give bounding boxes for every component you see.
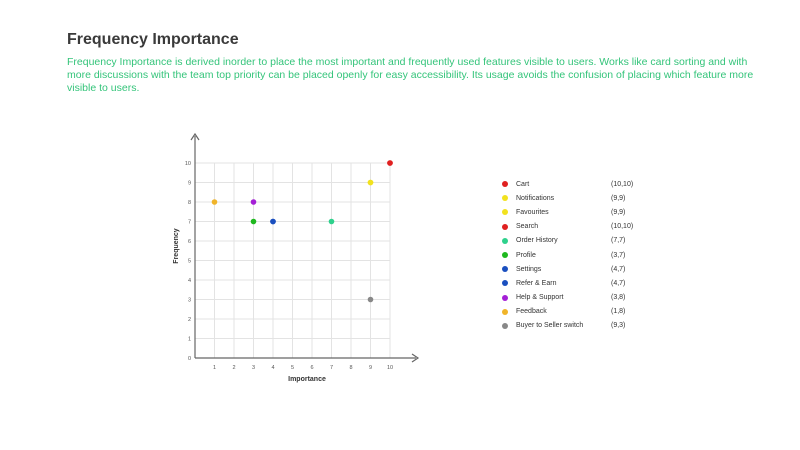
legend-coordinates: (10,10)	[611, 223, 634, 231]
legend-marker-icon	[502, 252, 508, 259]
chart-legend: Cart (10,10) Notifications (9,9) Favourites (…	[498, 177, 633, 333]
legend-label: Help & Support	[516, 294, 564, 302]
legend-label: Buyer to Seller switch	[516, 322, 584, 330]
legend-marker-icon	[502, 308, 508, 315]
data-point	[367, 296, 374, 303]
data-point	[270, 218, 276, 225]
y-tick-label: 7	[188, 220, 191, 226]
legend-item: Settings (4,7)	[498, 262, 633, 276]
legend-label: Refer & Earn	[516, 279, 557, 287]
legend-marker-icon	[502, 294, 508, 301]
legend-label: Feedback	[516, 308, 547, 316]
x-tick-label: 1	[213, 365, 216, 371]
legend-coordinates: (9,3)	[611, 322, 626, 330]
legend-marker-icon	[502, 280, 508, 287]
legend-label: Notifications	[516, 194, 555, 202]
x-axis-arrow-icon	[411, 353, 420, 363]
legend-label: Search	[516, 223, 539, 231]
x-tick-label: 6	[310, 365, 313, 371]
legend-coordinates: (7,7)	[611, 237, 626, 245]
page-description: Frequency Importance is derived inorder …	[67, 56, 754, 94]
y-axis-arrow-icon	[190, 132, 200, 141]
legend-label: Favourites	[516, 208, 549, 216]
legend-item: Notifications (9,9)	[498, 191, 633, 205]
legend-label: Profile	[516, 251, 536, 259]
x-tick-label: 7	[330, 365, 333, 371]
legend-item: Favourites (9,9)	[498, 205, 633, 219]
legend-label: Order History	[516, 237, 558, 245]
legend-coordinates: (9,9)	[611, 194, 626, 202]
legend-marker-icon	[502, 181, 508, 188]
y-tick-label: 10	[185, 161, 191, 167]
data-point	[250, 199, 257, 205]
x-tick-label: 3	[252, 365, 255, 371]
legend-item: Search (10,10)	[498, 220, 633, 234]
y-tick-label: 6	[188, 239, 191, 245]
legend-coordinates: (3,7)	[611, 251, 626, 259]
data-point	[387, 160, 393, 166]
y-axis-label: Frequency	[173, 228, 180, 264]
legend-item: Buyer to Seller switch (9,3)	[498, 319, 633, 333]
y-tick-label: 4	[188, 278, 191, 284]
x-tick-label: 10	[387, 365, 393, 371]
x-tick-label: 2	[232, 365, 235, 371]
x-tick-label: 4	[271, 365, 274, 371]
y-tick-label: 1	[188, 337, 191, 343]
x-axis-label: Importance	[288, 376, 326, 383]
y-tick-label: 8	[188, 200, 191, 206]
legend-label: Settings	[516, 265, 542, 273]
data-point	[211, 199, 218, 205]
legend-coordinates: (4,7)	[611, 265, 626, 273]
y-tick-label: 5	[188, 259, 191, 265]
y-tick-label: 3	[188, 298, 191, 304]
legend-coordinates: (1,8)	[611, 308, 626, 316]
legend-marker-icon	[502, 237, 508, 244]
legend-coordinates: (4,7)	[611, 279, 626, 287]
legend-item: Order History (7,7)	[498, 234, 633, 248]
x-tick-label: 5	[291, 365, 294, 371]
legend-marker-icon	[502, 223, 508, 230]
legend-item: Refer & Earn (4,7)	[498, 276, 633, 290]
legend-coordinates: (3,8)	[611, 294, 626, 302]
legend-marker-icon	[502, 209, 508, 216]
y-tick-label: 0	[188, 356, 191, 362]
legend-coordinates: (10,10)	[611, 180, 634, 188]
data-point	[367, 179, 374, 186]
legend-label: Cart	[516, 180, 530, 188]
legend-item: Feedback (1,8)	[498, 305, 633, 319]
legend-coordinates: (9,9)	[611, 208, 626, 216]
y-tick-label: 2	[188, 317, 191, 323]
page-title: Frequency Importance	[67, 31, 239, 48]
y-tick-label: 9	[188, 181, 191, 187]
data-point	[250, 218, 257, 225]
legend-marker-icon	[502, 195, 508, 202]
data-point	[328, 218, 335, 225]
x-tick-label: 8	[349, 365, 352, 371]
legend-item: Help & Support (3,8)	[498, 291, 633, 305]
legend-marker-icon	[502, 322, 508, 329]
legend-item: Cart (10,10)	[498, 177, 633, 191]
legend-item: Profile (3,7)	[498, 248, 633, 262]
legend-marker-icon	[502, 266, 508, 273]
x-tick-label: 9	[369, 365, 372, 371]
